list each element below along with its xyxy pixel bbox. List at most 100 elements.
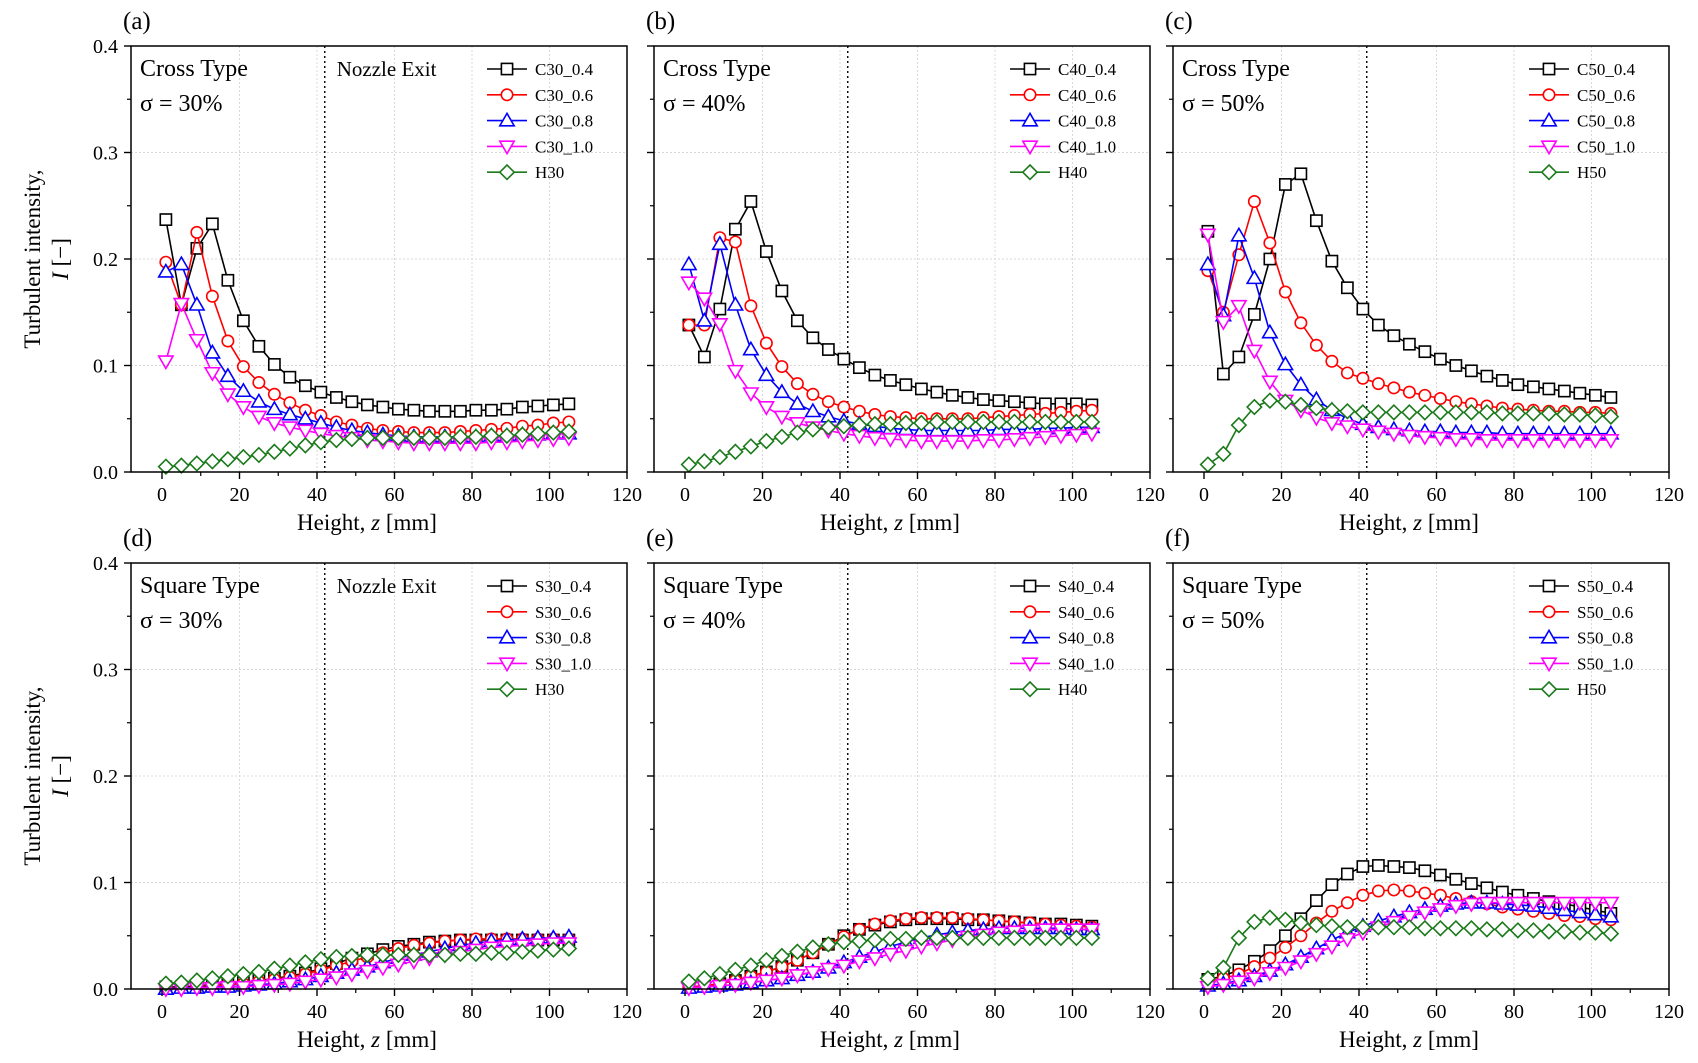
data-point (726, 296, 744, 311)
series-H50 (1199, 909, 1620, 987)
legend-marker (1540, 657, 1558, 673)
data-point (250, 446, 268, 464)
data-point (1371, 377, 1385, 391)
data-point (1036, 430, 1054, 446)
data-point (157, 262, 175, 278)
data-point (806, 387, 820, 401)
data-point (899, 912, 913, 926)
data-point (959, 929, 977, 947)
data-point (1246, 913, 1263, 931)
data-point (944, 929, 961, 947)
legend-label: H30 (535, 163, 564, 182)
data-point (990, 929, 1008, 947)
data-point (1385, 427, 1403, 443)
data-point (1401, 918, 1418, 936)
data-point (221, 334, 235, 348)
data-point (868, 917, 882, 931)
data-point (250, 410, 268, 426)
data-point (359, 946, 376, 964)
x-tick-label: 120 (1654, 1001, 1684, 1023)
data-point (172, 297, 190, 313)
data-point (866, 415, 884, 433)
data-point (312, 973, 330, 989)
nozzle-exit-label: Nozzle Exit (337, 574, 437, 598)
panel-label: (f) (1165, 525, 1190, 552)
data-point (881, 947, 899, 963)
x-tick-label: 20 (230, 1001, 250, 1023)
y-tick-label: 0.4 (93, 36, 118, 58)
legend-marker (1021, 628, 1039, 644)
panel-label: (d) (123, 525, 152, 552)
data-point (1292, 914, 1310, 932)
legend-marker (1021, 680, 1039, 698)
legend-marker (1023, 62, 1037, 76)
data-point (804, 939, 822, 956)
data-point (1230, 226, 1248, 242)
data-point (265, 400, 283, 416)
data-point (1464, 877, 1478, 890)
panel-e: 0 20 40 60 80 100 120 Height, z [mm] (e) Square T… (646, 525, 1165, 1052)
data-point (928, 413, 946, 431)
data-point (188, 455, 206, 472)
data-point (1586, 905, 1604, 921)
data-point (1509, 405, 1527, 422)
data-point (560, 940, 578, 957)
data-point (990, 413, 1008, 431)
data-point (1571, 434, 1589, 449)
panel-sigma: σ = 40% (663, 608, 745, 634)
data-point (252, 339, 266, 353)
data-point (188, 296, 206, 311)
data-point (1245, 972, 1263, 988)
panel-sigma: σ = 30% (140, 91, 222, 117)
data-point (235, 448, 252, 466)
data-point (374, 429, 392, 447)
data-point (1247, 194, 1261, 208)
legend-item: C30_0.8 (487, 112, 593, 131)
data-point (1401, 404, 1418, 421)
data-point (695, 292, 713, 308)
data-point (358, 964, 376, 980)
x-tick-label: 40 (830, 1001, 850, 1023)
data-point (928, 435, 946, 450)
data-point (1245, 269, 1263, 285)
data-point (234, 401, 252, 416)
legend-label: C50_1.0 (1577, 137, 1635, 156)
data-point (1230, 929, 1248, 947)
data-point (1463, 404, 1480, 421)
data-point (850, 955, 868, 971)
data-point (1385, 918, 1403, 936)
data-point (758, 432, 775, 450)
data-point (1278, 929, 1292, 943)
data-point (1464, 364, 1478, 378)
data-point (483, 944, 500, 962)
legend-label: S50_1.0 (1577, 654, 1633, 673)
series-line (165, 219, 569, 413)
legend-item: C50_0.8 (1529, 112, 1635, 131)
data-point (1308, 399, 1325, 417)
x-tick-label: 80 (985, 484, 1005, 506)
data-point (742, 957, 760, 974)
legend-marker (500, 605, 514, 619)
data-point (529, 942, 547, 959)
data-point (1023, 396, 1037, 410)
data-point (742, 438, 760, 455)
x-tick-label: 20 (230, 484, 250, 506)
data-point (851, 416, 868, 434)
series-C40_0.6 (682, 231, 1099, 426)
legend-item: C30_1.0 (487, 137, 593, 156)
legend-label: C40_0.4 (1058, 60, 1117, 79)
x-tick-label: 100 (1577, 1001, 1607, 1023)
data-point (1431, 903, 1449, 918)
data-point (1370, 918, 1387, 936)
data-point (820, 935, 837, 953)
data-point (974, 434, 992, 449)
data-point (990, 434, 1008, 449)
y-tick-label: 0.0 (93, 462, 118, 484)
data-point (252, 376, 266, 390)
data-point (1509, 922, 1527, 939)
data-point (328, 948, 345, 966)
panel-sigma: σ = 30% (140, 608, 222, 634)
legend-item: H30 (487, 680, 564, 699)
data-point (1021, 929, 1039, 947)
data-point (1525, 922, 1542, 939)
